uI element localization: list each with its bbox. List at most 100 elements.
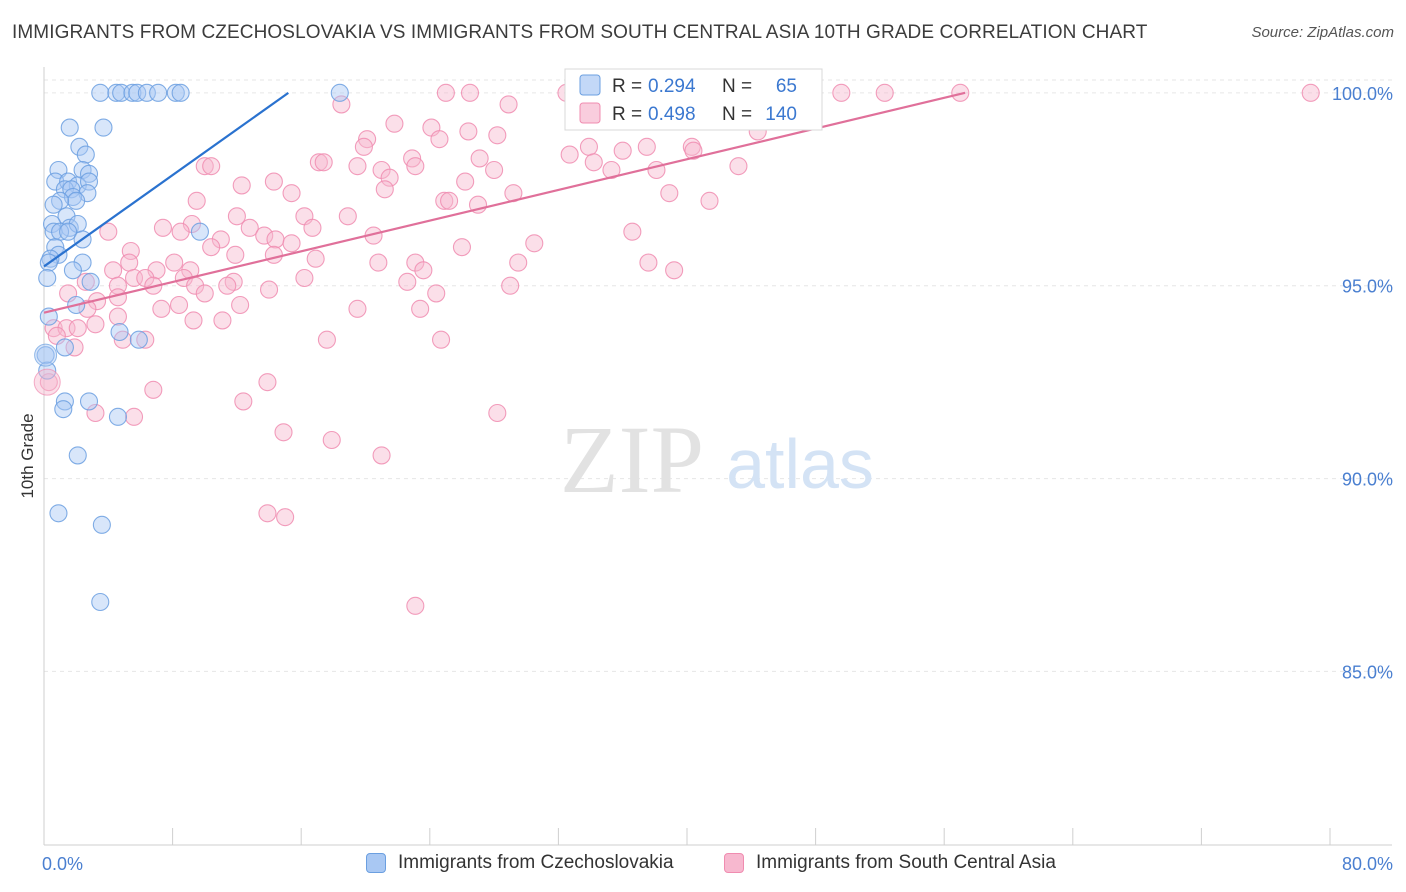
point-south-central-asia <box>435 191 454 210</box>
point-south-central-asia <box>525 234 544 253</box>
point-south-central-asia <box>560 145 579 164</box>
point-czechoslovakia <box>94 118 113 137</box>
point-czechoslovakia <box>79 164 99 183</box>
point-south-central-asia <box>460 83 480 102</box>
point-south-central-asia <box>124 407 144 426</box>
point-south-central-asia <box>332 95 351 114</box>
point-czechoslovakia <box>46 172 65 191</box>
y-tick-label: 85.0% <box>1342 662 1393 682</box>
legend-label-czechoslovakia: Immigrants from Czechoslovakia <box>398 852 674 873</box>
point-south-central-asia <box>406 157 425 176</box>
point-czechoslovakia <box>68 446 87 465</box>
point-south-central-asia <box>488 126 507 145</box>
point-south-central-asia <box>684 141 703 160</box>
point-south-central-asia <box>338 207 357 226</box>
point-czechoslovakia <box>149 83 168 102</box>
point-czechoslovakia <box>55 392 74 411</box>
point-south-central-asia <box>485 160 504 180</box>
y-tick-label: 100.0% <box>1332 84 1393 104</box>
point-czechoslovakia <box>79 172 99 191</box>
stats-n-value: 65 <box>776 76 797 97</box>
point-south-central-asia <box>218 276 237 295</box>
point-south-central-asia <box>68 319 87 338</box>
point-south-central-asia <box>499 95 518 114</box>
tick-labels: 85.0% 90.0% 95.0% 100.0% 0.0% 80.0% <box>42 84 1393 874</box>
point-south-central-asia <box>240 218 259 237</box>
point-south-central-asia <box>282 184 301 203</box>
point-south-central-asia <box>322 430 341 450</box>
stats-n-label: N = <box>722 76 752 97</box>
source-label: Source: ZipAtlas.com <box>1251 24 1394 41</box>
stats-r-label: R = <box>612 76 642 97</box>
stats-swatch <box>579 102 601 124</box>
point-south-central-asia <box>195 157 214 176</box>
point-south-central-asia <box>348 299 367 318</box>
point-czechoslovakia <box>59 222 78 241</box>
point-south-central-asia <box>144 380 163 399</box>
point-south-central-asia <box>637 137 656 156</box>
point-south-central-asia <box>187 191 206 210</box>
gridlines <box>44 79 1392 672</box>
point-south-central-asia <box>411 299 430 318</box>
point-south-central-asia <box>875 83 894 102</box>
point-south-central-asia <box>385 114 404 133</box>
point-south-central-asia <box>104 261 123 280</box>
point-south-central-asia <box>452 238 472 257</box>
point-south-central-asia <box>86 403 105 423</box>
point-south-central-asia <box>202 157 221 176</box>
point-south-central-asia <box>282 234 301 253</box>
point-south-central-asia <box>264 245 283 264</box>
point-south-central-asia <box>108 307 127 326</box>
point-czechoslovakia <box>171 83 190 102</box>
point-czechoslovakia <box>79 392 99 411</box>
point-south-central-asia <box>414 261 433 280</box>
point-czechoslovakia <box>330 83 349 102</box>
legend-item-south-central-asia[interactable]: Immigrants from South Central Asia <box>724 852 1056 874</box>
point-czechoslovakia <box>92 515 111 534</box>
point-south-central-asia <box>427 284 446 303</box>
point-south-central-asia <box>623 222 642 241</box>
point-czechoslovakia <box>54 400 73 419</box>
point-south-central-asia <box>665 261 684 280</box>
data-points <box>33 83 1320 615</box>
point-south-central-asia <box>700 191 719 210</box>
point-south-central-asia <box>234 392 253 411</box>
axes <box>43 67 1392 846</box>
point-south-central-asia <box>375 180 394 199</box>
point-south-central-asia <box>232 176 251 195</box>
point-south-central-asia <box>266 230 285 249</box>
point-south-central-asia <box>120 253 139 272</box>
legend-item-czechoslovakia[interactable]: Immigrants from Czechoslovakia <box>366 852 674 874</box>
point-south-central-asia <box>211 230 230 249</box>
point-czechoslovakia <box>128 83 147 102</box>
point-south-central-asia <box>314 153 333 172</box>
point-south-central-asia <box>258 504 277 523</box>
point-south-central-asia <box>459 122 478 141</box>
point-czechoslovakia <box>190 222 209 241</box>
point-south-central-asia <box>509 253 528 272</box>
point-south-central-asia <box>274 423 293 442</box>
point-czechoslovakia <box>67 191 86 210</box>
point-south-central-asia <box>369 253 388 272</box>
point-south-central-asia <box>227 207 246 226</box>
point-south-central-asia <box>231 295 250 315</box>
point-czechoslovakia <box>129 330 148 349</box>
point-czechoslovakia <box>44 195 63 214</box>
point-czechoslovakia <box>38 268 57 288</box>
point-south-central-asia <box>169 295 189 315</box>
point-south-central-asia <box>295 268 314 288</box>
point-south-central-asia <box>78 299 97 318</box>
point-south-central-asia <box>372 446 391 465</box>
point-south-central-asia <box>951 83 970 102</box>
point-south-central-asia <box>76 272 95 291</box>
trend-line-czechoslovakia <box>43 91 289 268</box>
point-south-central-asia <box>33 368 61 396</box>
point-south-central-asia <box>171 222 190 241</box>
point-south-central-asia <box>729 157 748 176</box>
point-south-central-asia <box>226 245 245 264</box>
point-south-central-asia <box>639 253 658 272</box>
point-south-central-asia <box>153 218 173 237</box>
y-tick-label: 95.0% <box>1342 277 1393 297</box>
point-south-central-asia <box>121 241 140 261</box>
point-south-central-asia <box>660 184 679 203</box>
